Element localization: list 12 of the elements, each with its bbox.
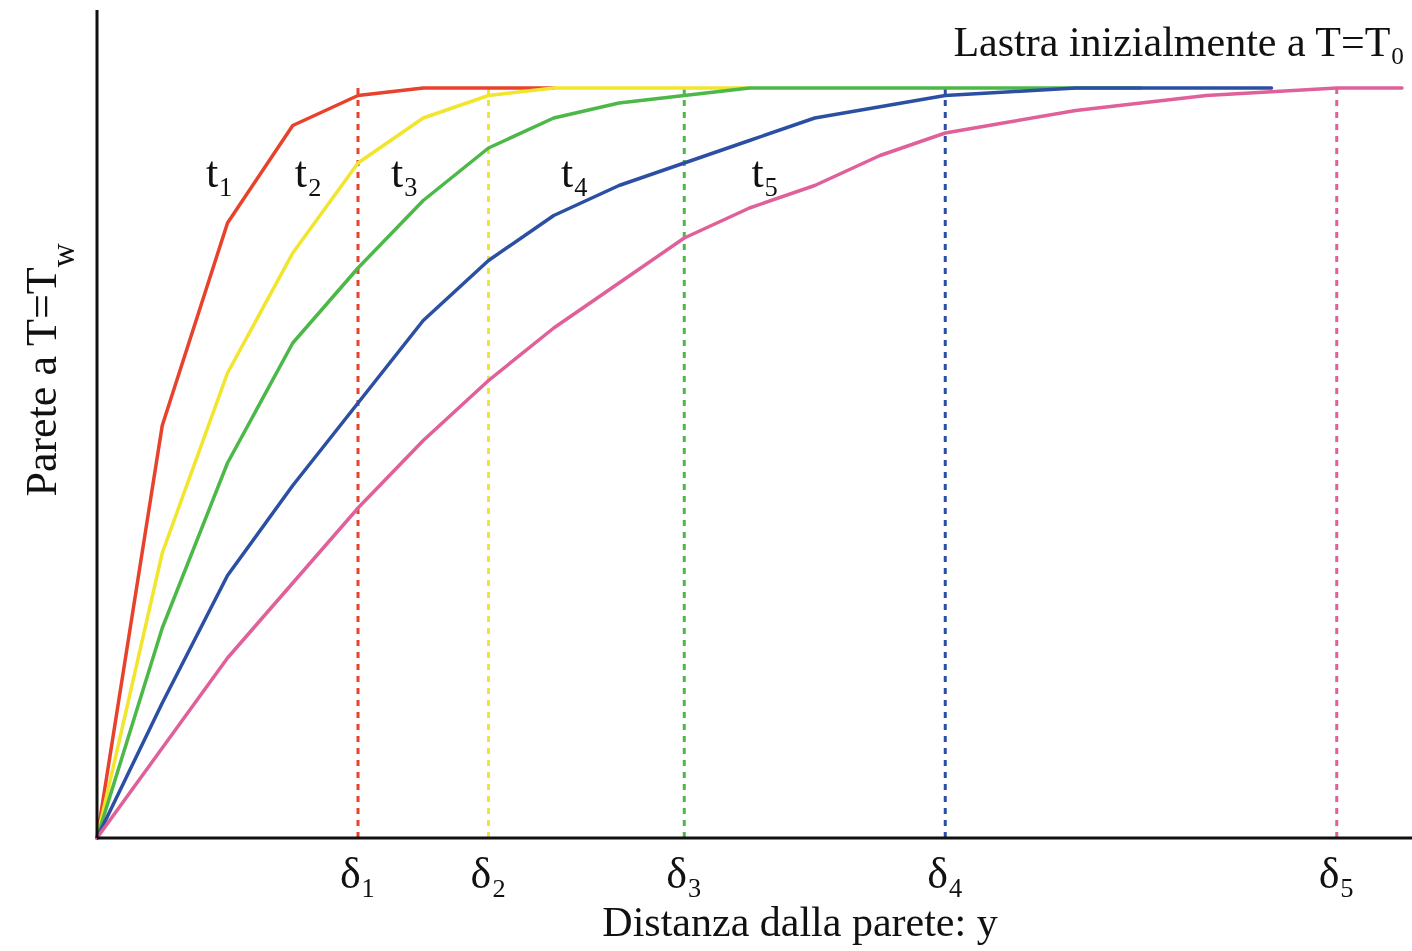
series-label: t₂ [294,148,323,197]
series-label: t₅ [751,148,779,197]
series-label: t₄ [561,148,589,197]
x-axis-title: Distanza dalla parete: y [602,899,998,945]
x-tick-label: δ₂ [470,849,507,898]
x-tick-label: δ₁ [339,849,377,898]
series-label: t₃ [390,148,419,197]
x-tick-label: δ₃ [666,849,703,898]
x-tick-label: δ₄ [927,849,964,898]
chart-title: Lastra inizialmente a T=T₀ [953,19,1405,65]
series-label: t₁ [206,148,234,197]
x-tick-label: δ₅ [1318,849,1355,898]
